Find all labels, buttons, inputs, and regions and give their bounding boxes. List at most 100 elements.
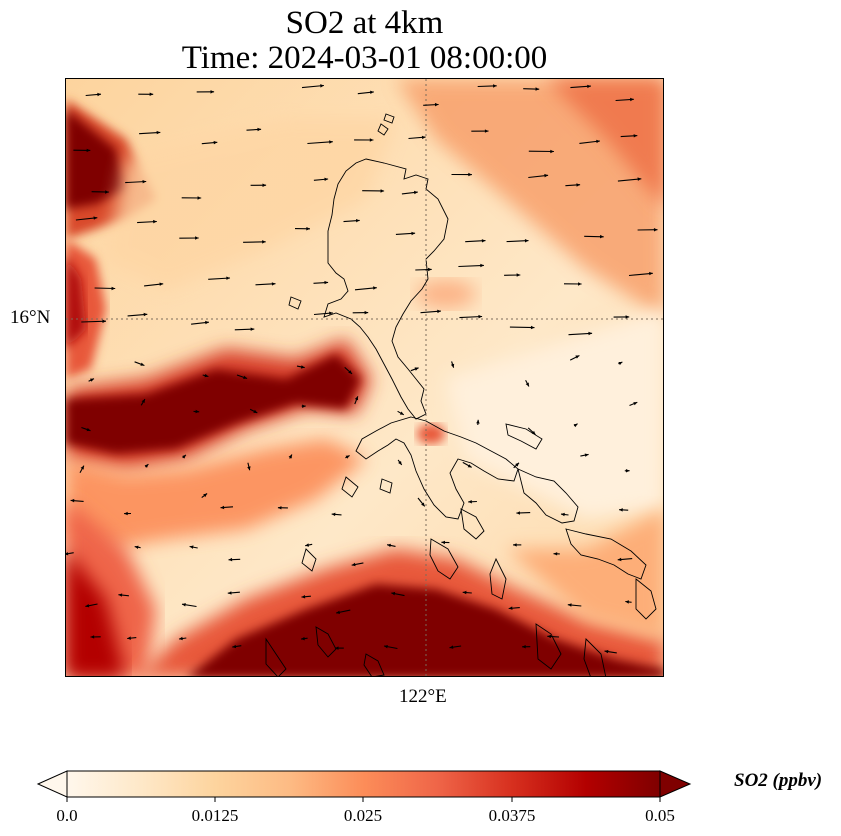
wind-arrowhead [227,591,232,595]
wind-vector [617,178,642,182]
wind-arrowhead [604,649,609,654]
wind-arrowhead [195,236,199,240]
wind-arrowhead [301,636,305,641]
wind-arrowhead [197,196,202,200]
wind-vector [307,141,333,145]
wind-arrowhead [351,562,356,567]
wind-arrowhead [149,92,154,96]
map-title-line2: Time: 2024-03-01 08:00:00 [181,40,548,76]
wind-arrowhead [421,502,425,507]
wind-arrowhead [618,362,623,366]
wind-arrowhead [522,645,526,649]
wind-arrowhead [384,645,388,649]
colorbar-tick-label: 0.0125 [191,806,239,825]
wind-arrowhead [515,462,519,467]
wind-arrowhead [142,180,147,184]
wind-arrowhead [277,506,282,510]
wind-arrowhead [480,263,484,268]
wind-arrowhead [306,227,310,231]
wind-arrowhead [66,552,69,556]
wind-arrowhead [329,311,333,315]
wind-arrowhead [467,464,472,468]
colorbar-tick-label: 0.05 [645,806,675,825]
wind-arrowhead [625,315,630,319]
wind-arrowhead [204,373,209,378]
wind-arrowhead [301,595,306,599]
wind-arrowhead [97,92,101,97]
wind-arrowhead [513,543,517,547]
wind-arrowhead [80,465,84,470]
wind-vector [208,277,231,280]
wind-arrowhead [159,282,164,286]
wind-arrowhead [573,423,578,428]
colorbar-min-extend [36,770,68,798]
wind-arrowhead [625,600,629,604]
wind-arrowhead [336,610,340,614]
wind-arrowhead [334,646,339,650]
wind-arrowhead [203,493,208,498]
wind-arrowhead [637,177,642,181]
wind-arrowhead [195,409,200,414]
wind-arrowhead [596,139,600,144]
coastline [265,113,657,676]
wind-arrowhead [369,138,374,142]
wind-arrowhead [550,149,554,154]
wind-arrowhead [625,469,630,473]
wind-arrowhead [243,375,248,379]
lon-tick-label: 122°E [399,686,447,707]
wind-arrowhead [434,102,439,107]
wind-arrowhead [600,234,604,239]
wind-arrowhead [516,273,521,277]
wind-arrowhead [213,140,218,145]
colorbar-tick-label: 0.0 [56,806,78,825]
wind-arrowhead [411,231,416,236]
wind-vector [458,264,484,268]
wind-arrowhead [354,396,359,401]
wind-arrowhead [493,84,497,88]
wind-arrowhead [387,543,391,548]
wind-arrowhead [547,634,551,639]
wind-arrowhead [356,219,360,223]
wind-arrowhead [288,454,292,459]
wind-arrowhead [182,454,186,459]
wind-vector [628,272,653,277]
wind-arrowhead [516,511,520,515]
wind-arrowhead [90,378,94,382]
wind-arrowhead [476,419,480,424]
wind-arrowhead [205,320,209,325]
wind-arrowhead [85,604,90,608]
wind-vector [568,332,593,336]
colorbar-tick-label: 0.0375 [488,806,536,825]
wind-vector [354,287,377,291]
wind-arrowhead [364,310,369,315]
map-panel[interactable] [65,78,664,677]
wind-arrowhead [247,466,251,471]
wind-arrowhead [86,148,91,153]
wind-arrowhead [320,84,324,88]
wind-arrowhead [324,280,329,285]
wind-arrowhead [262,240,266,244]
wind-arrowhead [331,512,336,517]
wind-arrowhead [649,271,653,276]
wind-arrowhead [226,276,230,280]
wind-arrowhead [619,508,623,512]
wind-arrowhead [484,129,489,133]
wind-arrowhead [398,461,402,465]
wind-arrowhead [253,409,258,413]
wind-arrowhead [584,453,589,457]
wind-arrowhead [428,267,432,272]
wind-arrowhead [530,325,535,330]
so2-field [66,79,663,676]
wind-arrowhead [271,282,276,286]
wind-arrowhead [232,644,237,649]
wind-vector [301,84,324,89]
wind-arrowhead [531,430,536,435]
wind-arrowhead [90,635,95,639]
colorbar-tick-label: 0.025 [343,806,383,825]
wind-arrowhead [508,606,513,610]
wind-arrowhead [228,557,233,562]
wind-arrowhead [525,382,529,387]
wind-vector [509,326,535,329]
wind-vector [243,241,266,243]
wind-arrowhead [544,173,549,178]
